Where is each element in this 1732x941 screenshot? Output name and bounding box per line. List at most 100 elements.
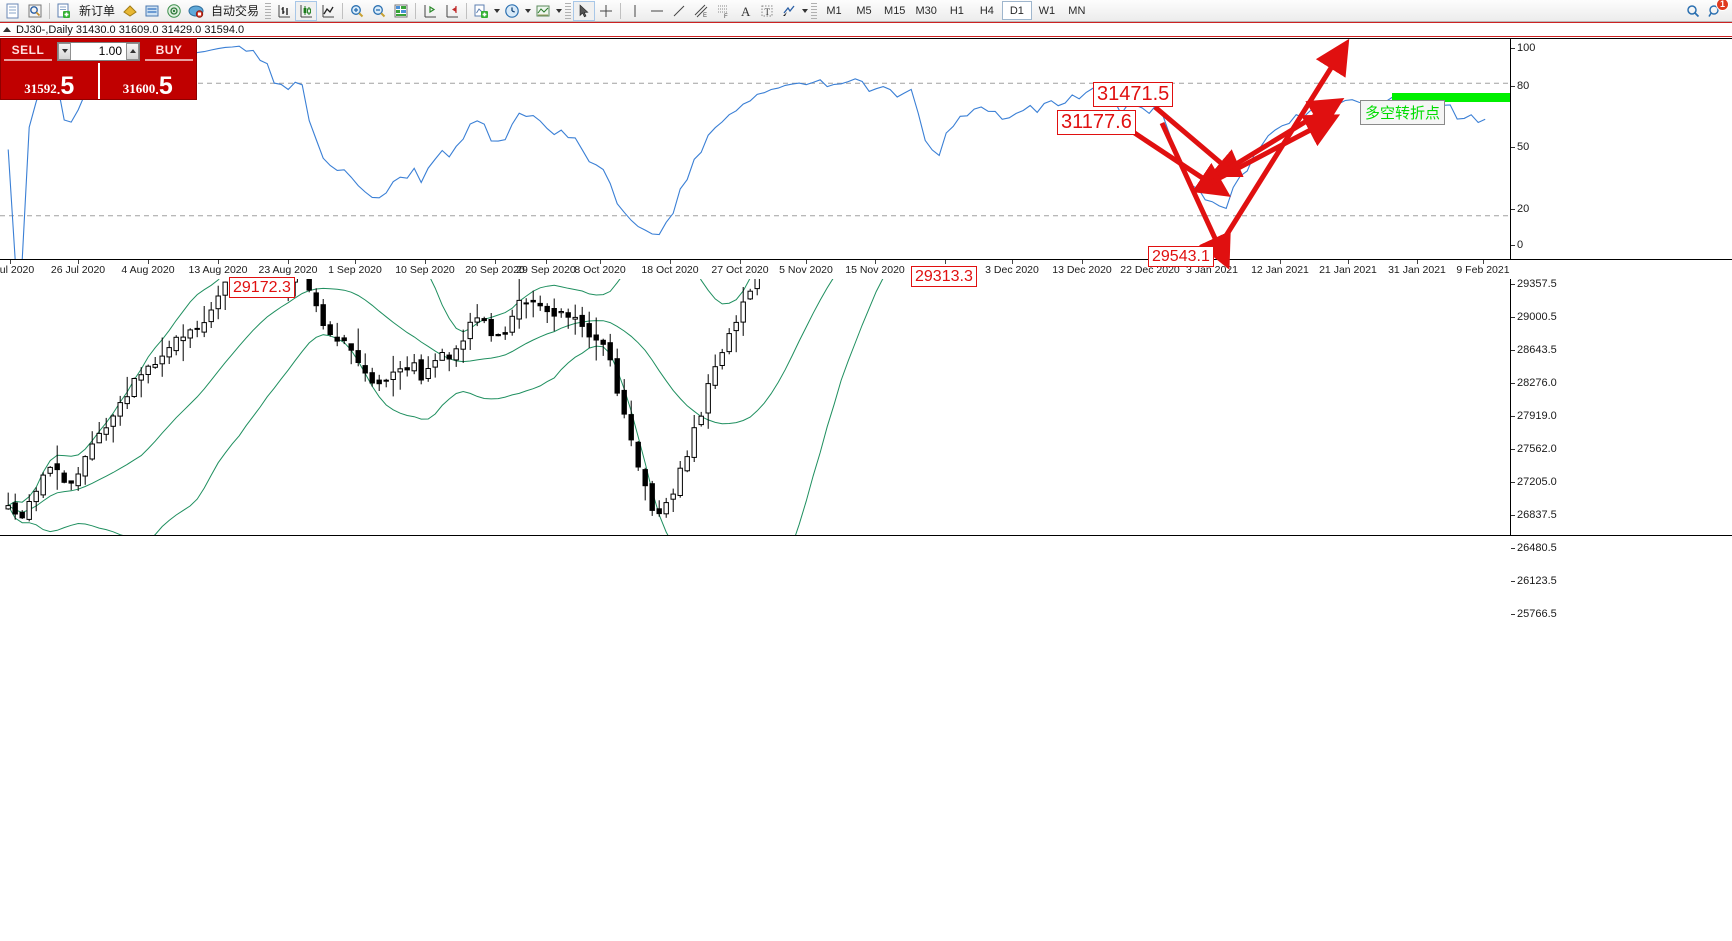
price-annotation-tag[interactable]: 31177.6	[1057, 110, 1136, 135]
price-axis-label: 26480.5	[1511, 542, 1557, 554]
toolbar-grip-3[interactable]	[811, 2, 818, 19]
price-annotation-tag[interactable]: 29543.1	[1148, 246, 1214, 267]
time-axis-tick	[355, 260, 356, 264]
sell-button[interactable]: SELL	[4, 42, 52, 61]
candlestick-chart-icon[interactable]	[295, 0, 318, 21]
svg-text:E: E	[703, 13, 707, 19]
symbol-info-bar[interactable]: DJ30-,Daily 31430.0 31609.0 31429.0 3159…	[0, 22, 1732, 37]
shift-chart-icon[interactable]	[419, 1, 441, 21]
buy-price-dot: .	[155, 82, 159, 97]
arrows-dropdown-caret[interactable]	[800, 1, 809, 21]
timeframe-button-m30[interactable]: M30	[915, 4, 937, 17]
price-axis-label: 27562.0	[1511, 443, 1557, 455]
time-axis-tick	[148, 260, 149, 264]
symbol-info-text: DJ30-,Daily 31430.0 31609.0 31429.0 3159…	[16, 23, 245, 36]
rsi-plot[interactable]	[0, 39, 1510, 260]
new-chart-icon[interactable]	[2, 1, 24, 21]
buy-price[interactable]: 31600 . 5	[100, 63, 197, 99]
templates-icon[interactable]	[532, 1, 554, 21]
search-icon[interactable]	[1682, 1, 1704, 21]
indicators-dropdown-caret[interactable]	[492, 1, 501, 21]
timeframe-clock-icon[interactable]	[501, 1, 523, 21]
templates-dropdown-caret[interactable]	[554, 1, 563, 21]
time-axis-tick	[425, 260, 426, 264]
axis-tick-label: 20	[1510, 203, 1530, 215]
timeframe-button-h4[interactable]: H4	[979, 4, 994, 17]
timeframe-dropdown-caret[interactable]	[523, 1, 532, 21]
collapse-arrow-icon[interactable]	[3, 27, 11, 32]
toolbar-grip[interactable]	[265, 2, 272, 19]
time-axis-label: 9 Feb 2021	[1456, 264, 1510, 276]
indicators-icon[interactable]	[470, 1, 492, 21]
text-icon[interactable]: A	[734, 1, 756, 21]
auto-trading-icon[interactable]	[185, 1, 207, 21]
vertical-line-icon[interactable]	[624, 1, 646, 21]
terminal-icon[interactable]	[141, 1, 163, 21]
equidistant-channel-icon[interactable]: E	[690, 1, 712, 21]
crosshair-icon[interactable]	[595, 1, 617, 21]
text-label-icon[interactable]: T	[756, 1, 778, 21]
time-axis-tick	[1348, 260, 1349, 264]
zoom-out-icon[interactable]	[368, 1, 390, 21]
auto-scroll-icon[interactable]	[441, 1, 463, 21]
time-axis-tick	[1280, 260, 1281, 264]
time-axis-tick	[495, 260, 496, 264]
one-click-trading-panel[interactable]: SELL 1.00 BUY 31592 . 5 31600 . 5	[0, 38, 197, 100]
new-order-label[interactable]: 新订单	[79, 4, 116, 18]
timeframe-button-mn[interactable]: MN	[1068, 4, 1086, 17]
price-axis-label: 28276.0	[1511, 377, 1557, 389]
timeframe-button-m5[interactable]: M5	[856, 4, 872, 17]
arrows-icon[interactable]	[778, 1, 800, 21]
volume-decrease-button[interactable]	[58, 42, 71, 60]
time-axis-label: 31 Jan 2021	[1388, 264, 1446, 276]
trendline-icon[interactable]	[668, 1, 690, 21]
horizontal-line-icon[interactable]	[646, 1, 668, 21]
time-axis-label: 13 Aug 2020	[188, 264, 248, 276]
toolbar-grip-2[interactable]	[565, 2, 572, 19]
new-order-icon[interactable]	[53, 1, 75, 21]
time-axis[interactable]: 6 Jul 2020 26 Jul 2020 4 Aug 2020 13 Aug 20…	[0, 259, 1732, 279]
time-axis-tick	[78, 260, 79, 264]
signals-icon[interactable]	[163, 1, 185, 21]
buy-button[interactable]: BUY	[145, 42, 193, 61]
price-annotation-tag[interactable]: 29313.3	[911, 266, 977, 287]
auto-trading-label[interactable]: 自动交易	[211, 4, 260, 18]
cursor-icon[interactable]	[573, 0, 596, 21]
price-annotation-tag[interactable]: 31471.5	[1093, 82, 1174, 107]
timeframe-button-m1[interactable]: M1	[826, 4, 842, 17]
chart-grid-icon[interactable]	[390, 1, 412, 21]
buy-price-last-digit: 5	[158, 72, 173, 100]
rsi-axis[interactable]: 100 80 50 20 0	[1510, 39, 1732, 260]
sell-price[interactable]: 31592 . 5	[1, 63, 98, 99]
toolbar-separator	[49, 2, 50, 19]
price-axis-label: 25766.5	[1511, 608, 1557, 620]
time-axis-tick	[1417, 260, 1418, 264]
volume-increase-button[interactable]	[126, 42, 139, 60]
market-watch-icon[interactable]	[24, 1, 46, 21]
bar-chart-icon[interactable]	[273, 1, 295, 21]
volume-value[interactable]: 1.00	[98, 44, 122, 58]
time-axis-tick	[740, 260, 741, 264]
timeframe-button-h1[interactable]: H1	[949, 4, 964, 17]
toolbar-separator-5	[620, 2, 622, 19]
toolbar-separator-2	[342, 2, 344, 19]
price-axis-label: 29000.5	[1511, 311, 1557, 323]
rsi-series	[0, 45, 1510, 260]
timeframe-button-m15[interactable]: M15	[884, 4, 906, 17]
timeframe-button-w1[interactable]: W1	[1038, 4, 1056, 17]
metaeditor-icon[interactable]	[119, 1, 141, 21]
time-axis-tick	[1012, 260, 1013, 264]
zoom-in-icon[interactable]	[346, 1, 368, 21]
price-annotation-tag[interactable]: 29172.3	[229, 277, 295, 298]
sell-price-main: 31592	[24, 81, 57, 96]
notifications-icon[interactable]: 1	[1704, 0, 1729, 21]
trade-panel-divider	[97, 63, 100, 99]
timeframe-button-d1[interactable]: D1	[1001, 1, 1032, 20]
fibonacci-icon[interactable]: F	[712, 1, 734, 21]
chart-area: 多空转折点 29172.325948.629313.329543.131177.…	[0, 38, 1732, 941]
volume-stepper[interactable]: 1.00	[57, 41, 140, 61]
time-axis-label: 20 Sep 2020	[465, 264, 525, 276]
line-chart-icon[interactable]	[317, 1, 339, 21]
